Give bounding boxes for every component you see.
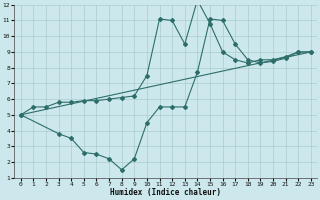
- X-axis label: Humidex (Indice chaleur): Humidex (Indice chaleur): [110, 188, 221, 197]
